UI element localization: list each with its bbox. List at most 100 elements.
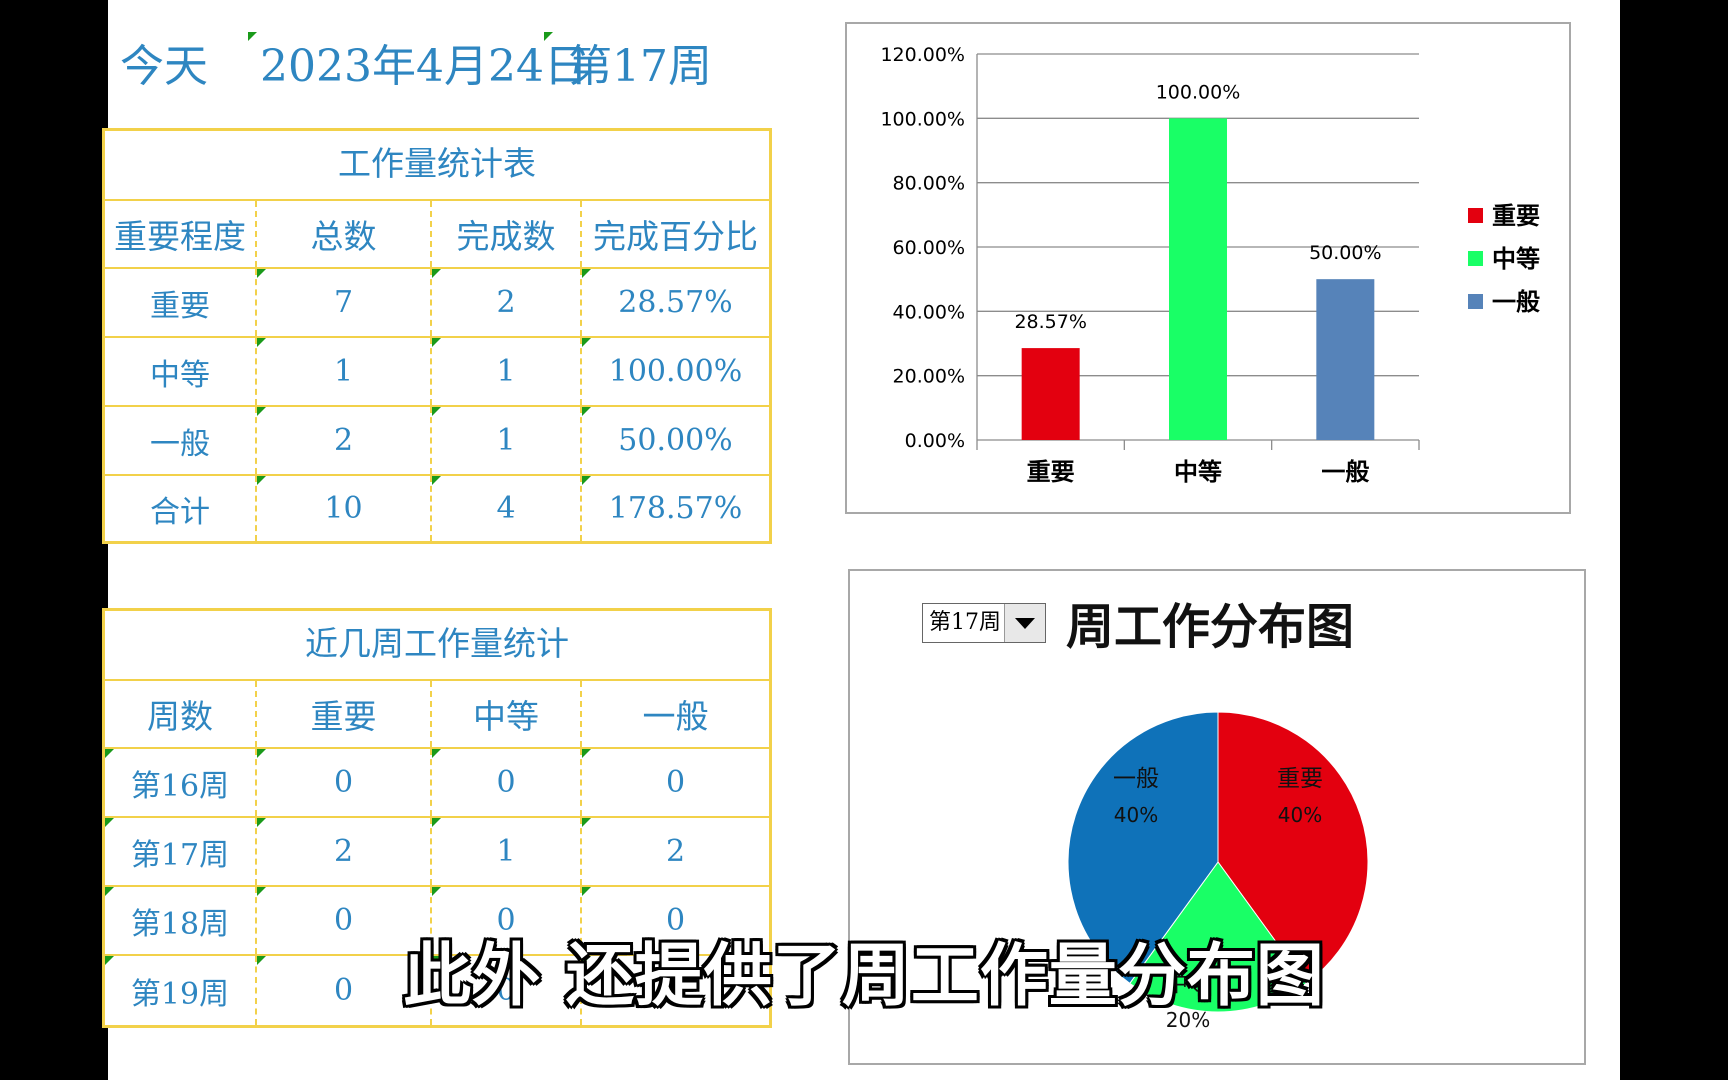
table-cell[interactable]: 178.57% xyxy=(580,476,769,541)
table-cell[interactable]: 28.57% xyxy=(580,269,769,336)
slice-percent: 40% xyxy=(1114,803,1158,827)
table-cell[interactable]: 10 xyxy=(255,476,430,541)
table-row: 第18周 0 0 0 xyxy=(105,887,769,956)
table-cell[interactable]: 0 xyxy=(430,887,580,954)
legend-swatch xyxy=(1468,208,1483,223)
bar-中等 xyxy=(1169,118,1227,440)
table-row: 第19周 0 0 0 xyxy=(105,956,769,1025)
pie-chart-panel[interactable]: 第17周 周工作分布图 重要 40% 中等 20% 一般 40% xyxy=(848,569,1586,1065)
y-tick-label: 80.00% xyxy=(893,173,965,195)
table-cell[interactable]: 2 xyxy=(255,818,430,885)
table-row: 第17周 2 1 2 xyxy=(105,818,769,887)
workload-table: 工作量统计表 重要程度 总数 完成数 完成百分比 重要 7 2 28.57% 中… xyxy=(102,128,772,544)
table-header-row: 周数 重要 中等 一般 xyxy=(105,681,769,749)
table-cell[interactable]: 0 xyxy=(255,749,430,816)
y-tick-label: 0.00% xyxy=(905,430,965,452)
table-cell[interactable]: 50.00% xyxy=(580,407,769,474)
table-cell[interactable]: 7 xyxy=(255,269,430,336)
slice-label: 重要 xyxy=(1277,766,1323,792)
table-title: 近几周工作量统计 xyxy=(105,611,769,681)
chevron-down-icon[interactable] xyxy=(1004,604,1045,642)
pie-slice-重要 xyxy=(1217,711,1369,985)
table-cell[interactable]: 0 xyxy=(430,749,580,816)
table-cell[interactable]: 重要 xyxy=(150,288,210,324)
today-label: 今天 xyxy=(120,41,208,92)
video-subtitle: 此外 还提供了周工作量分布图 xyxy=(403,937,1325,1016)
table-header-row: 重要程度 总数 完成数 完成百分比 xyxy=(105,201,769,269)
table-cell[interactable]: 0 xyxy=(580,887,769,954)
pie-chart-title: 周工作分布图 xyxy=(1066,599,1355,655)
column-header[interactable]: 完成百分比 xyxy=(580,201,769,267)
table-cell[interactable]: 0 xyxy=(255,887,430,954)
table-cell[interactable]: 中等 xyxy=(150,357,210,393)
pie-chart: 重要 40% 中等 20% 一般 40% xyxy=(1067,711,1369,1032)
table-cell[interactable]: 0 xyxy=(255,956,430,1025)
table-cell[interactable]: 一般 xyxy=(150,426,210,462)
bar-chart-panel[interactable]: 0.00% 20.00% 40.00% 60.00% 80.00% 100.00% 120.… xyxy=(845,22,1571,514)
y-tick-label: 100.00% xyxy=(880,108,965,130)
data-label: 50.00% xyxy=(1309,242,1381,264)
table-cell[interactable]: 0 xyxy=(580,749,769,816)
table-cell[interactable]: 1 xyxy=(255,338,430,405)
column-header[interactable]: 中等 xyxy=(430,681,580,747)
bar-chart: 0.00% 20.00% 40.00% 60.00% 80.00% 100.00% 120.… xyxy=(880,44,1540,486)
y-tick-label: 40.00% xyxy=(893,301,965,323)
table-cell[interactable]: 2 xyxy=(580,818,769,885)
table-title: 工作量统计表 xyxy=(105,131,769,201)
data-label: 28.57% xyxy=(1014,311,1086,333)
table-row: 重要 7 2 28.57% xyxy=(105,269,769,338)
y-tick-label: 60.00% xyxy=(893,237,965,259)
column-header[interactable]: 总数 xyxy=(255,201,430,267)
slice-label: 中等 xyxy=(1165,971,1211,997)
y-tick-label: 20.00% xyxy=(893,366,965,388)
table-cell[interactable]: 0 xyxy=(580,956,769,1025)
table-row: 第16周 0 0 0 xyxy=(105,749,769,818)
slice-percent: 20% xyxy=(1166,1008,1210,1032)
slice-percent: 40% xyxy=(1278,803,1322,827)
table-cell[interactable]: 合计 xyxy=(150,494,210,530)
table-cell[interactable]: 第18周 xyxy=(105,887,255,954)
bar-一般 xyxy=(1316,279,1375,440)
column-header[interactable]: 完成数 xyxy=(430,201,580,267)
column-header[interactable]: 一般 xyxy=(580,681,769,747)
week-cell[interactable]: 第17周 xyxy=(568,41,712,92)
table-cell[interactable]: 第17周 xyxy=(105,818,255,885)
table-cell[interactable]: 2 xyxy=(255,407,430,474)
x-tick-label: 中等 xyxy=(1174,458,1222,486)
table-cell[interactable]: 1 xyxy=(430,338,580,405)
table-cell[interactable]: 1 xyxy=(430,818,580,885)
table-cell[interactable]: 0 xyxy=(430,956,580,1025)
legend-swatch xyxy=(1468,294,1483,309)
data-label: 100.00% xyxy=(1156,81,1241,103)
week-dropdown[interactable]: 第17周 xyxy=(922,603,1046,643)
pie-slice-一般 xyxy=(1067,711,1219,985)
table-cell[interactable]: 2 xyxy=(430,269,580,336)
table-cell[interactable]: 第16周 xyxy=(105,749,255,816)
week-dropdown-value: 第17周 xyxy=(929,610,1001,635)
table-row: 合计 10 4 178.57% xyxy=(105,476,769,541)
slice-label: 一般 xyxy=(1113,766,1159,792)
table-cell[interactable]: 第19周 xyxy=(105,956,255,1025)
pie-slice-中等 xyxy=(1129,861,1307,1013)
x-tick-label: 一般 xyxy=(1321,458,1369,486)
legend-label: 重要 xyxy=(1492,202,1540,230)
y-tick-label: 120.00% xyxy=(880,44,965,66)
cell-comment-marker xyxy=(248,32,257,41)
spreadsheet-area: 今天 2023年4月24日 第17周 工作量统计表 重要程度 总数 完成数 完成… xyxy=(102,0,1620,1080)
x-tick-label: 重要 xyxy=(1027,458,1075,486)
table-cell[interactable]: 4 xyxy=(430,476,580,541)
date-cell[interactable]: 2023年4月24日 xyxy=(260,41,588,92)
table-cell[interactable]: 1 xyxy=(430,407,580,474)
column-header[interactable]: 重要程度 xyxy=(114,217,246,256)
bar-重要 xyxy=(1021,348,1080,440)
table-row: 一般 2 1 50.00% xyxy=(105,407,769,476)
legend-swatch xyxy=(1468,251,1483,266)
weekly-table: 近几周工作量统计 周数 重要 中等 一般 第16周 0 0 0 第17周 2 1… xyxy=(102,608,772,1028)
table-cell[interactable]: 100.00% xyxy=(580,338,769,405)
table-row: 中等 1 1 100.00% xyxy=(105,338,769,407)
cell-comment-marker xyxy=(544,32,553,41)
legend-label: 中等 xyxy=(1492,245,1540,273)
column-header[interactable]: 周数 xyxy=(147,697,213,736)
legend-label: 一般 xyxy=(1492,288,1540,316)
column-header[interactable]: 重要 xyxy=(255,681,430,747)
